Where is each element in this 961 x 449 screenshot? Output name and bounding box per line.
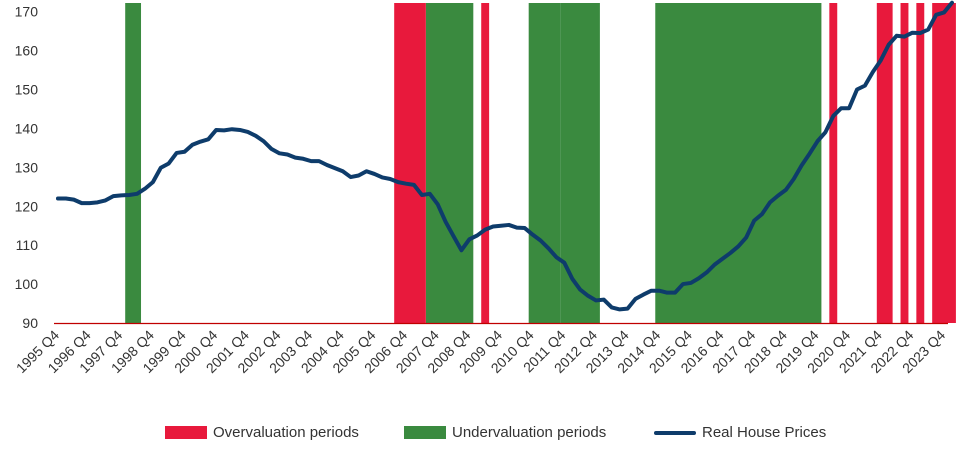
undervaluation-band-2 bbox=[528, 3, 561, 323]
undervaluation-band-4 bbox=[655, 3, 822, 323]
overvaluation-band-5 bbox=[916, 3, 925, 323]
legend-label-undervaluation: Undervaluation periods bbox=[452, 424, 607, 441]
real-house-prices-line bbox=[55, 0, 954, 312]
y-tick-label-160: 160 bbox=[15, 43, 39, 59]
undervaluation-band-1 bbox=[425, 3, 474, 323]
y-tick-label-130: 130 bbox=[15, 159, 39, 175]
legend-item-undervaluation: Undervaluation periods bbox=[404, 424, 606, 441]
overvaluation-band-6 bbox=[932, 3, 956, 323]
y-tick-label-100: 100 bbox=[15, 276, 39, 292]
y-tick-label-140: 140 bbox=[15, 120, 39, 136]
undervaluation-band-0 bbox=[125, 3, 142, 323]
legend-swatch-overvaluation bbox=[165, 426, 207, 439]
legend-label-real-house-prices: Real House Prices bbox=[702, 424, 827, 441]
legend-label-overvaluation: Overvaluation periods bbox=[213, 424, 359, 441]
legend-item-overvaluation: Overvaluation periods bbox=[165, 424, 359, 441]
overvaluation-band-4 bbox=[900, 3, 909, 323]
y-tick-label-150: 150 bbox=[15, 82, 39, 98]
overvaluation-band-0 bbox=[394, 3, 426, 323]
y-tick-label-90: 90 bbox=[22, 315, 38, 331]
overvaluation-band-2 bbox=[829, 3, 838, 323]
undervaluation-band-3 bbox=[560, 3, 600, 323]
legend-item-real-house-prices: Real House Prices bbox=[654, 424, 826, 441]
legend: Overvaluation periods Undervaluation per… bbox=[0, 420, 961, 448]
overvaluation-band-3 bbox=[876, 3, 893, 323]
y-tick-label-120: 120 bbox=[15, 198, 39, 214]
legend-swatch-undervaluation bbox=[404, 426, 446, 439]
legend-swatch-real-house-prices bbox=[654, 430, 696, 435]
overvaluation-band-1 bbox=[481, 3, 490, 323]
y-tick-label-170: 170 bbox=[15, 4, 39, 20]
y-tick-label-110: 110 bbox=[16, 237, 39, 253]
